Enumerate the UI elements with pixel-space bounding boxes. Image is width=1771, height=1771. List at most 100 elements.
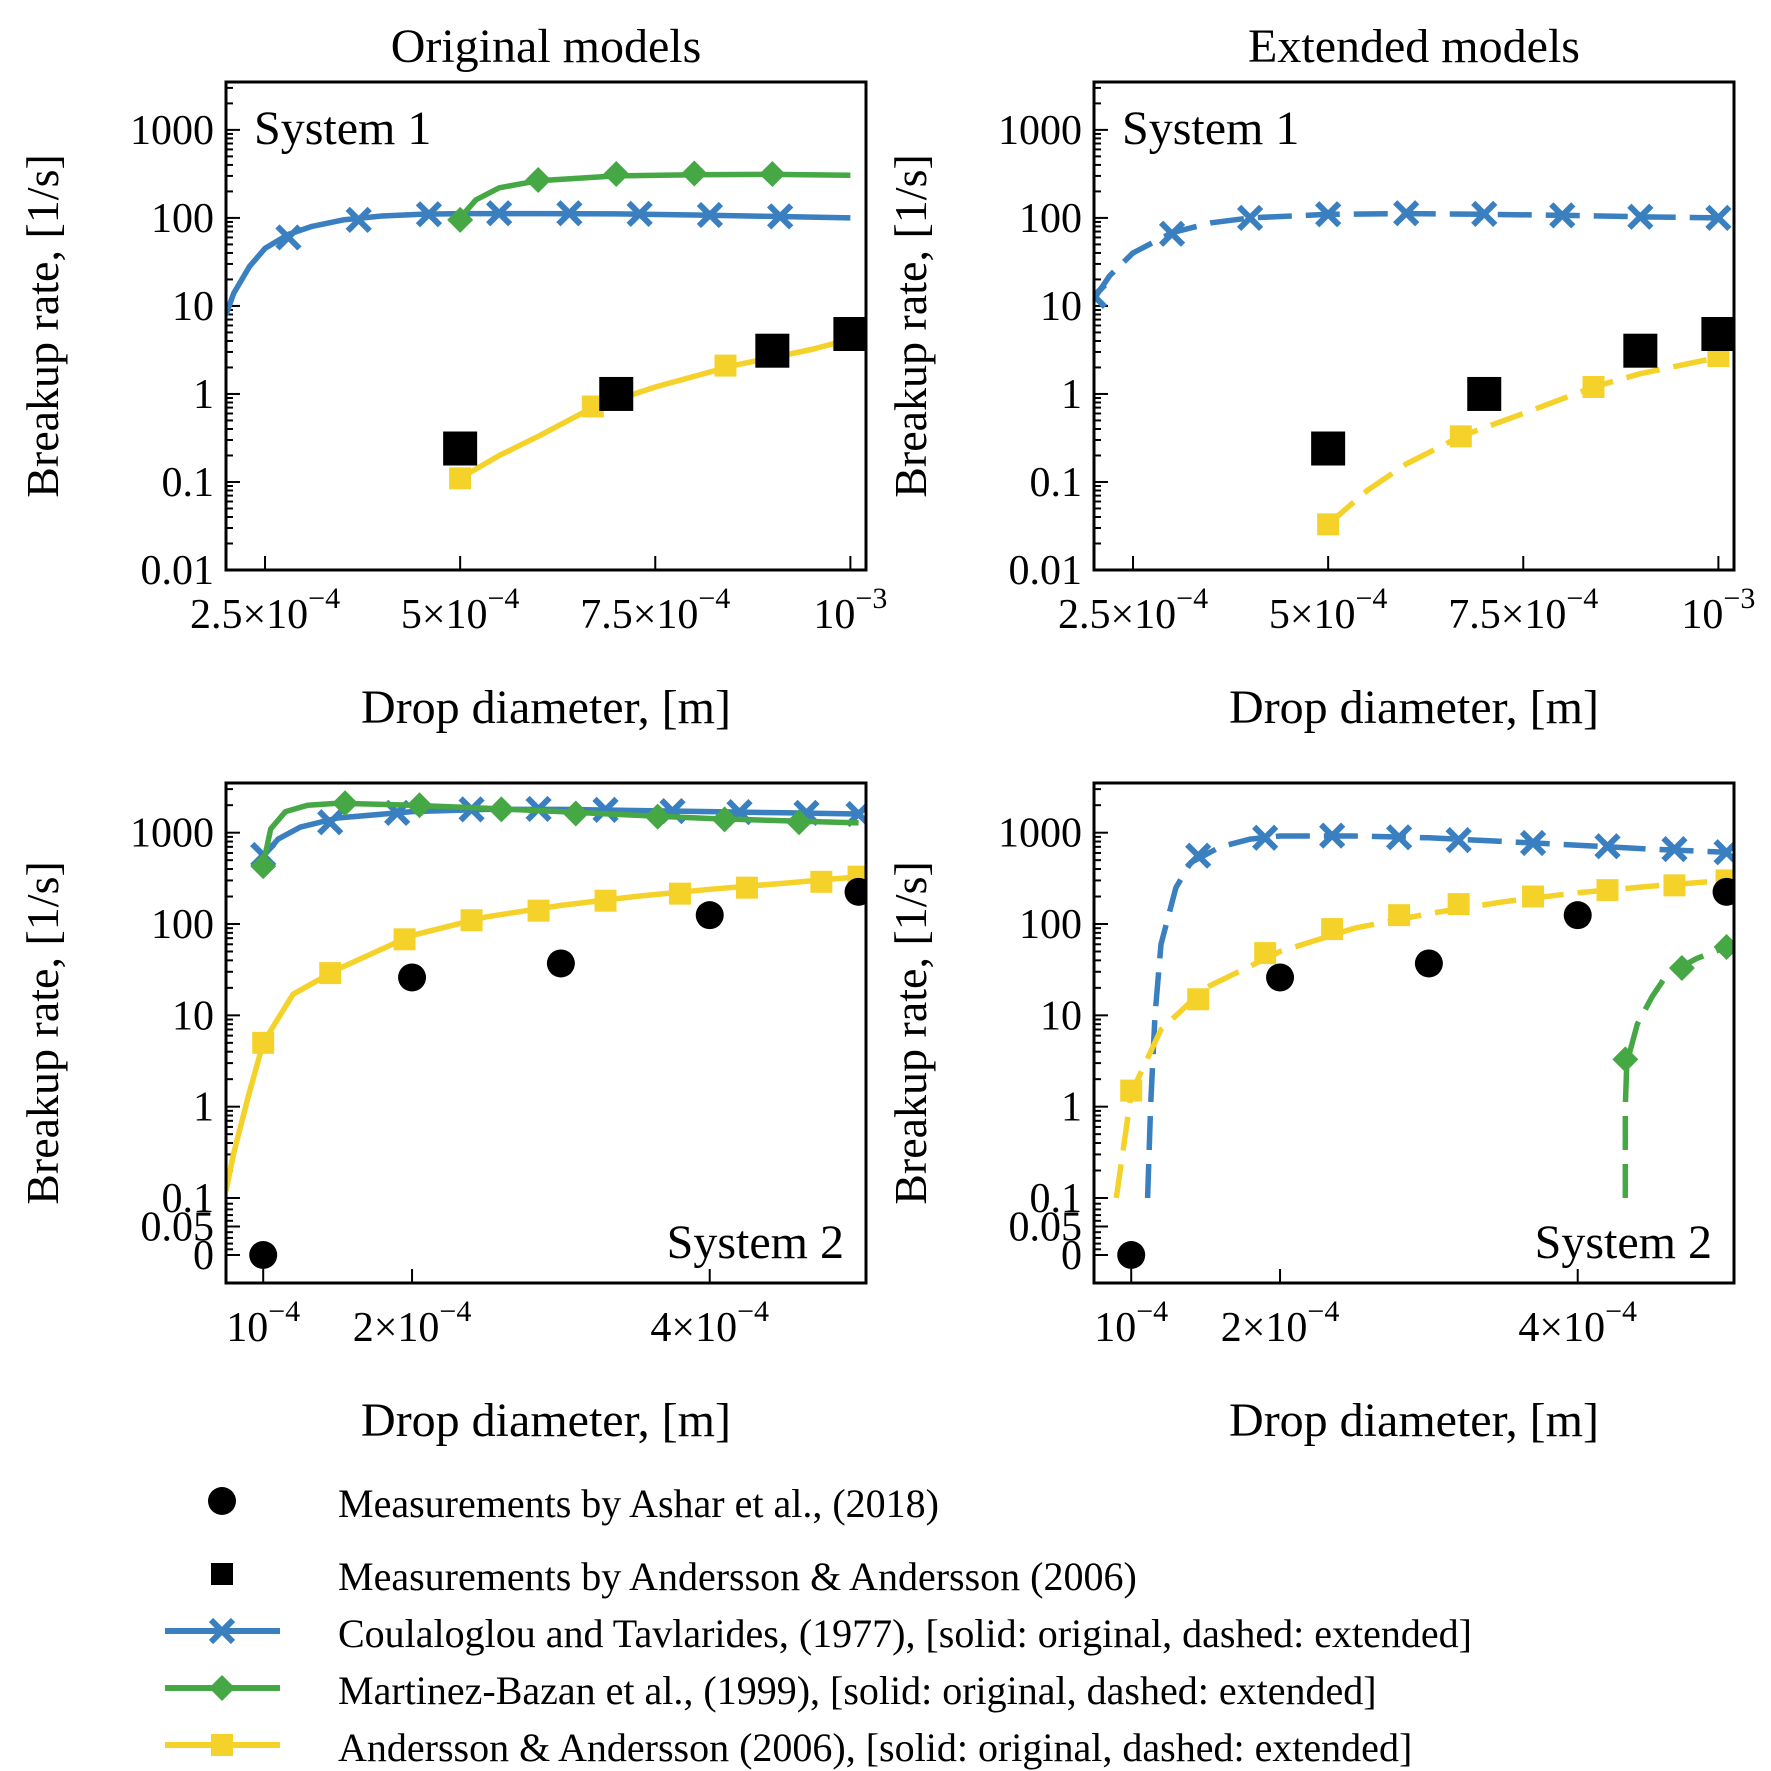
chart-panel-1: Original models Breakup rate, [1/s] Drop d… (17, 20, 887, 734)
y-tick-label: 10 (172, 284, 214, 330)
y-tick-label: 1000 (130, 108, 214, 154)
y-tick-label: 1 (193, 372, 214, 418)
y-axis-label: Breakup rate, [1/s] (885, 861, 936, 1205)
data-point (786, 809, 813, 836)
plot-area-frame (1092, 80, 1736, 572)
data-point (486, 200, 513, 227)
y-tick-label: 100 (151, 196, 214, 242)
data-point (1663, 874, 1686, 897)
data-point (250, 853, 277, 880)
data-point (1445, 826, 1472, 854)
y-tick-label: 0.1 (162, 460, 215, 506)
y-tick-label: 1 (193, 1085, 214, 1131)
x-ticks: 10−4 2×10−4 4×10−4 (226, 1269, 769, 1351)
data-point (735, 876, 758, 899)
data-point (460, 909, 483, 932)
y-tick-label: 100 (1019, 902, 1082, 948)
y-tick-label: 0.01 (1009, 548, 1083, 594)
legend-label: Measurements by Andersson & Andersson (2… (338, 1554, 1137, 1599)
y-axis-label: Breakup rate, [1/s] (17, 861, 68, 1205)
legend-label: Martinez-Bazan et al., (1999), [solid: o… (338, 1668, 1377, 1713)
data-point (1522, 885, 1545, 908)
data-point (1266, 963, 1295, 992)
series-line (226, 210, 851, 316)
y-axis-label: Breakup rate, [1/s] (17, 154, 68, 498)
data-point (488, 796, 515, 823)
data-point (527, 899, 550, 922)
data-point (626, 200, 653, 228)
legend-label: Measurements by Ashar et al., (2018) (338, 1481, 939, 1526)
chart-panel-4: Breakup rate, [1/s]Drop diameter, [m]00.… (885, 781, 1736, 1447)
series-martinez (250, 790, 859, 880)
data-point (1252, 824, 1279, 851)
data-point (681, 160, 708, 187)
panel-label: System 1 (254, 102, 431, 155)
data-point (211, 1563, 233, 1585)
series-andersson_model (1113, 869, 1734, 1199)
panel-label: System 1 (1122, 102, 1299, 155)
x-tick-label: 10−3 (1681, 582, 1755, 638)
series-coulaloglou (1144, 822, 1734, 1199)
data-point (1705, 204, 1732, 232)
data-point (1596, 879, 1619, 902)
x-tick-label: 2×10−4 (1221, 1295, 1340, 1351)
legend-label: Coulaloglou and Tavlarides, (1977), [sol… (338, 1611, 1472, 1656)
chart-title: Extended models (1248, 20, 1580, 73)
data-point (1414, 949, 1443, 978)
data-point (1594, 833, 1621, 860)
data-point (1311, 431, 1346, 466)
data-point (833, 316, 866, 351)
data-point (1467, 376, 1502, 411)
plot-area-frame (224, 781, 868, 1285)
y-tick-label: 1 (1061, 1085, 1082, 1131)
data-point (546, 949, 575, 978)
data-point (562, 800, 589, 827)
data-point (317, 809, 344, 836)
x-axis-label: Drop diameter, [m] (361, 681, 731, 734)
x-tick-label: 10−4 (226, 1295, 300, 1351)
data-point (443, 431, 478, 466)
data-point (1317, 513, 1340, 536)
x-ticks: 2.5×10−4 5×10−4 7.5×10−4 10−3 (1058, 556, 1755, 638)
data-point (1315, 201, 1342, 228)
data-point (249, 1241, 278, 1269)
series-martinez (447, 160, 851, 233)
x-tick-label: 5×10−4 (401, 582, 520, 638)
series-group (1113, 822, 1734, 1269)
y-tick-label: 0.05 (1009, 1205, 1083, 1251)
y-tick-label: 1000 (998, 811, 1082, 857)
legend-item-andersson_meas: Measurements by Andersson & Andersson (2… (211, 1554, 1137, 1599)
legend-label: Andersson & Andersson (2006), [solid: or… (338, 1725, 1412, 1770)
y-tick-label: 10 (1040, 993, 1082, 1039)
data-point (1187, 988, 1210, 1011)
y-tick-label: 0 (1061, 1233, 1082, 1279)
data-point (406, 792, 433, 819)
series-martinez (1612, 934, 1734, 1198)
data-point (767, 203, 794, 230)
data-point (398, 963, 427, 992)
series-line (1094, 210, 1719, 301)
data-point (1319, 822, 1346, 849)
data-point (1668, 954, 1695, 981)
data-point (1120, 1079, 1143, 1102)
data-point (696, 201, 724, 229)
y-tick-label: 0.1 (1030, 1176, 1083, 1222)
x-tick-label: 10−4 (1094, 1295, 1168, 1351)
y-tick-label: 0.05 (141, 1205, 215, 1251)
x-tick-label: 2×10−4 (353, 1295, 472, 1351)
x-tick-label: 5×10−4 (1269, 582, 1388, 638)
x-tick-label: 4×10−4 (1518, 1295, 1637, 1351)
data-point (599, 376, 634, 411)
data-point (211, 1734, 233, 1756)
series-andersson_meas (1311, 316, 1734, 466)
data-point (1094, 282, 1108, 310)
y-ticks: 00.050.1 1 10 100 1000 (998, 788, 1108, 1279)
data-point (415, 201, 443, 228)
data-point (1388, 904, 1411, 927)
data-point (1117, 1241, 1146, 1269)
data-point (208, 1617, 236, 1645)
data-point (603, 161, 630, 188)
series-line (1622, 944, 1728, 1198)
y-tick-label: 0 (193, 1233, 214, 1279)
